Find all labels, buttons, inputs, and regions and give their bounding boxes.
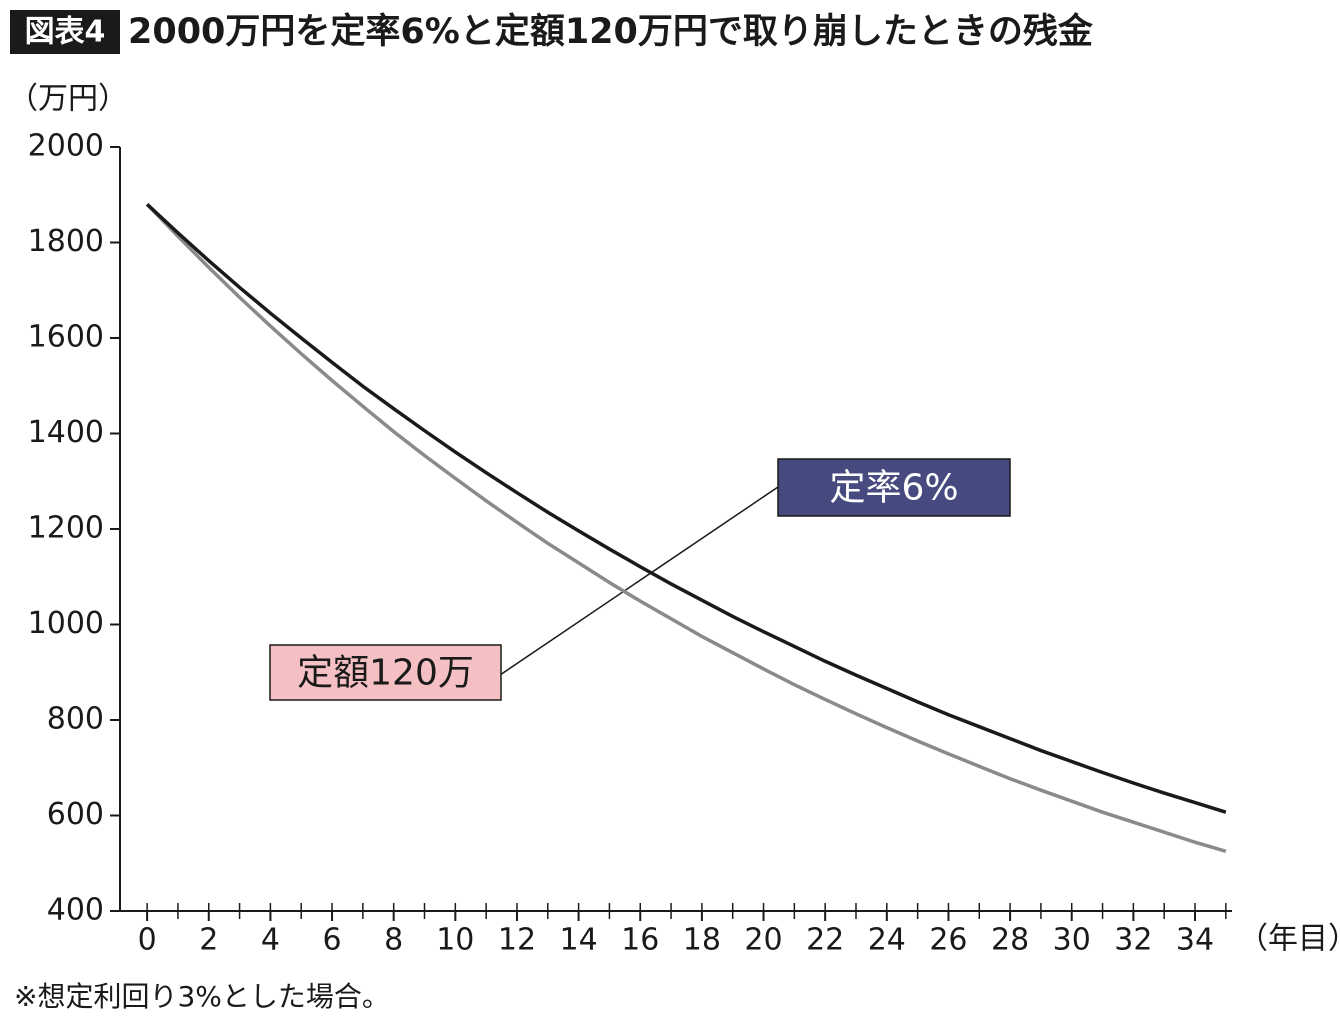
x-tick-label: 6	[322, 923, 341, 958]
note: ※想定利回り3%とした場合。	[14, 980, 390, 1013]
series-label-box	[777, 458, 1011, 517]
series-label: 定額120万	[297, 653, 474, 694]
x-tick-label: 26	[929, 923, 967, 958]
x-tick-label: 22	[806, 923, 844, 958]
leader-line	[499, 486, 779, 676]
y-tick-label: 1600	[28, 320, 104, 355]
x-tick-label: 0	[138, 923, 157, 958]
x-tick-label: 16	[621, 923, 659, 958]
x-tick-label: 10	[436, 923, 474, 958]
series-label-box	[269, 644, 502, 701]
badge: 図表4	[25, 15, 106, 50]
x-tick-label: 20	[744, 923, 782, 958]
x-axis-label: （年目）	[1238, 922, 1340, 957]
y-tick-label: 800	[47, 702, 104, 737]
x-tick-label: 30	[1053, 923, 1091, 958]
x-tick-label: 8	[384, 923, 403, 958]
series-line	[145, 203, 1227, 814]
y-tick-label: 2000	[28, 129, 104, 164]
x-tick-label: 24	[868, 923, 906, 958]
y-tick-label: 1000	[28, 606, 104, 641]
x-tick-label: 32	[1114, 923, 1152, 958]
y-tick-label: 1400	[28, 415, 104, 450]
chart-title: 2000万円を定率6%と定額120万円で取り崩したときの残金	[128, 11, 1094, 52]
x-tick-label: 12	[498, 923, 536, 958]
x-tick-label: 4	[261, 923, 280, 958]
x-tick-label: 14	[560, 923, 598, 958]
x-tick-label: 34	[1176, 923, 1214, 958]
badge-bg	[10, 10, 120, 54]
series-label: 定率6%	[829, 468, 958, 509]
x-tick-label: 18	[683, 923, 721, 958]
y-axis-label: （万円）	[8, 82, 128, 117]
y-tick-label: 1200	[28, 511, 104, 546]
y-tick-label: 400	[47, 893, 104, 928]
y-tick-label: 600	[47, 797, 104, 832]
x-tick-label: 2	[199, 923, 218, 958]
x-tick-label: 28	[991, 923, 1029, 958]
series-line	[145, 203, 1227, 853]
y-tick-label: 1800	[28, 224, 104, 259]
